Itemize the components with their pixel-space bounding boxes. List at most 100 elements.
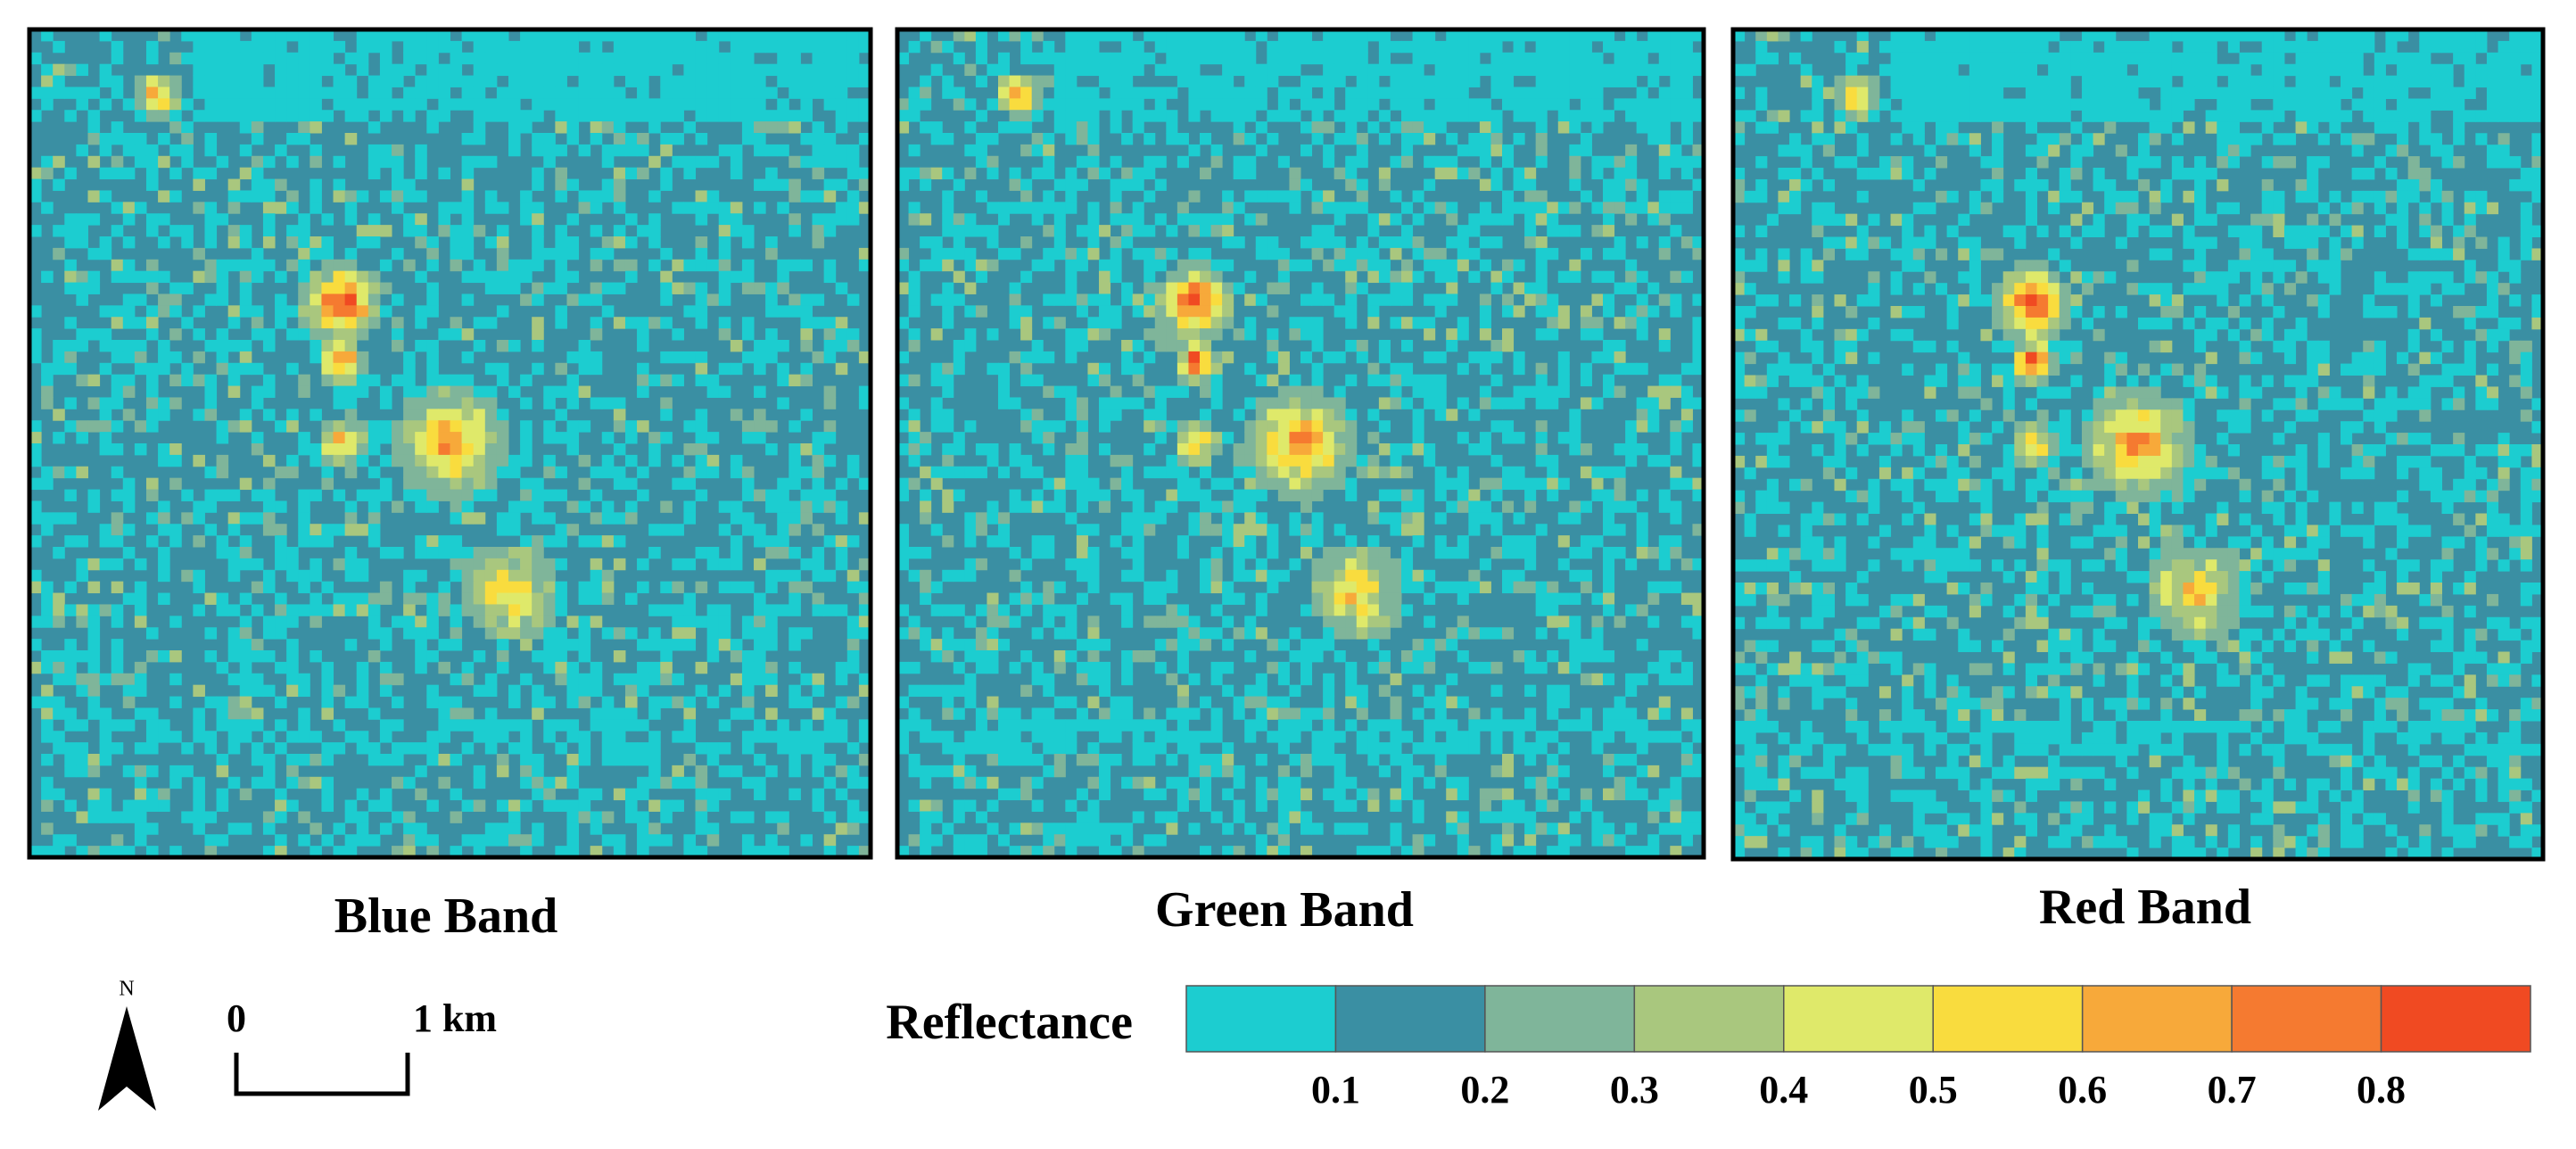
raster-cell	[1502, 270, 1515, 284]
raster-cell	[908, 270, 921, 284]
raster-cell	[461, 673, 475, 686]
raster-cell	[1557, 535, 1570, 548]
raster-cell	[298, 121, 310, 134]
raster-cell	[344, 443, 358, 456]
raster-cell	[426, 477, 439, 491]
raster-cell	[379, 259, 392, 272]
raster-cell	[1188, 477, 1201, 491]
raster-cell	[1323, 443, 1335, 456]
raster-cell	[930, 581, 943, 594]
raster-cell	[613, 40, 626, 54]
raster-cell	[520, 639, 533, 651]
raster-cell	[1020, 420, 1033, 433]
raster-cell	[473, 454, 486, 467]
raster-cell	[1255, 247, 1267, 260]
raster-cell	[695, 466, 708, 479]
raster-cell	[508, 110, 521, 122]
raster-cell	[64, 581, 77, 594]
raster-cell	[204, 110, 218, 122]
raster-cell	[1636, 202, 1648, 214]
raster-cell	[1680, 40, 1693, 54]
raster-cell	[158, 558, 170, 571]
raster-cell	[1244, 87, 1257, 99]
raster-cell	[29, 225, 42, 237]
raster-cell	[1188, 110, 1201, 122]
raster-cell	[333, 293, 346, 306]
raster-cell	[1502, 719, 1515, 732]
raster-cell	[1625, 167, 1638, 180]
raster-cell	[193, 535, 205, 548]
raster-cell	[496, 52, 509, 65]
raster-cell	[1188, 443, 1201, 456]
raster-cell	[987, 616, 999, 628]
raster-cell	[730, 202, 743, 214]
raster-cell	[1356, 558, 1368, 571]
raster-cell	[648, 661, 661, 674]
raster-cell	[1603, 592, 1615, 605]
raster-cell	[484, 569, 498, 583]
raster-cell	[730, 707, 743, 720]
raster-cell	[800, 305, 813, 318]
raster-cell	[683, 719, 697, 732]
raster-cell	[532, 604, 544, 616]
raster-cell	[1569, 110, 1581, 122]
raster-cell	[1300, 144, 1313, 157]
raster-cell	[1166, 454, 1178, 467]
raster-cell	[99, 397, 112, 409]
raster-cell	[298, 500, 310, 513]
raster-cell	[648, 259, 661, 272]
raster-cell	[1200, 98, 1212, 111]
raster-cell	[1076, 397, 1088, 409]
raster-cell	[566, 178, 580, 191]
raster-cell	[134, 98, 147, 111]
raster-cell	[1087, 202, 1100, 214]
raster-cell	[754, 362, 766, 376]
raster-cell	[543, 799, 556, 812]
raster-cell	[858, 397, 871, 409]
raster-cell	[496, 719, 509, 732]
raster-cell	[1188, 213, 1201, 226]
raster-cell	[1244, 650, 1257, 663]
raster-cell	[450, 489, 463, 501]
raster-cell	[286, 29, 299, 42]
raster-cell	[1569, 616, 1581, 628]
raster-cell	[262, 684, 276, 698]
raster-cell	[953, 351, 965, 364]
raster-cell	[520, 765, 533, 778]
raster-cell	[1670, 75, 1682, 87]
raster-cell	[1267, 63, 1279, 77]
raster-cell	[788, 696, 801, 708]
raster-cell	[461, 225, 475, 237]
raster-cell	[718, 293, 731, 306]
raster-cell	[216, 328, 229, 341]
raster-cell	[1110, 454, 1122, 467]
raster-cell	[835, 328, 848, 341]
raster-cell	[1446, 547, 1458, 559]
raster-cell	[1311, 443, 1324, 456]
raster-cell	[964, 684, 977, 698]
raster-cell	[1166, 673, 1178, 686]
raster-cell	[846, 627, 860, 640]
raster-cell	[392, 846, 404, 858]
raster-cell	[64, 639, 77, 651]
raster-cell	[181, 282, 194, 294]
raster-cell	[1401, 155, 1414, 169]
raster-cell	[1412, 500, 1424, 513]
raster-cell	[251, 328, 264, 341]
raster-cell	[1289, 719, 1301, 732]
raster-cell	[1457, 477, 1469, 491]
raster-cell	[227, 190, 241, 203]
raster-cell	[1277, 569, 1290, 583]
raster-cell	[788, 765, 801, 778]
raster-cell	[1065, 167, 1077, 180]
raster-cell	[1200, 731, 1212, 743]
raster-cell	[1490, 420, 1503, 433]
raster-cell	[1154, 420, 1167, 433]
raster-cell	[730, 87, 743, 99]
raster-cell	[788, 512, 801, 525]
raster-cell	[1333, 305, 1346, 318]
raster-cell	[1580, 87, 1592, 99]
raster-cell	[344, 569, 358, 583]
raster-cell	[718, 259, 731, 272]
raster-cell	[823, 454, 837, 467]
